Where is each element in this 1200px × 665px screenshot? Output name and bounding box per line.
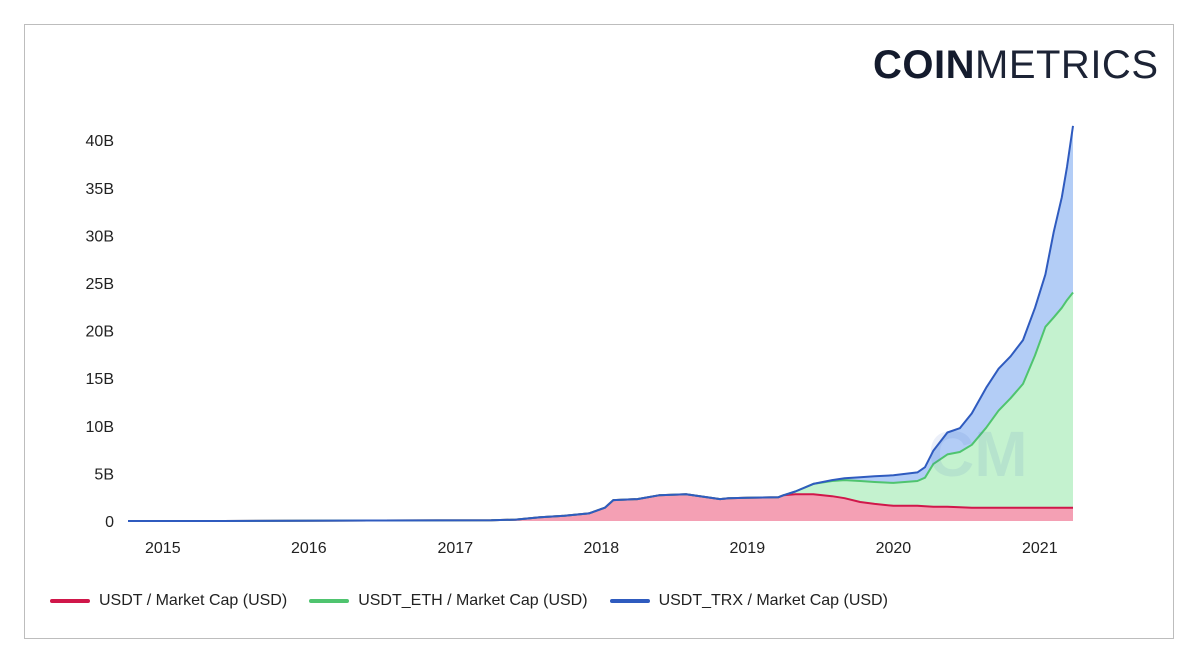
legend-label: USDT_TRX / Market Cap (USD) [658, 592, 888, 609]
legend: USDT / Market Cap (USD) USDT_ETH / Market… [50, 592, 910, 610]
x-tick-label: 2019 [730, 540, 766, 557]
y-tick-label: 20B [86, 324, 114, 341]
y-tick-label: 40B [86, 133, 114, 150]
y-axis-ticks: 0 5B 10B 15B 20B 25B 30B 35B 40B [86, 133, 115, 531]
svg-text:CM: CM [928, 418, 1028, 490]
logo-bold-text: COIN [873, 43, 975, 87]
legend-item-3[interactable]: USDT_TRX / Market Cap (USD) [609, 592, 888, 610]
legend-item-1[interactable]: USDT / Market Cap (USD) [50, 592, 287, 610]
series-lines [128, 125, 1074, 522]
legend-swatch [309, 599, 350, 603]
coinmetrics-logo: COINMETRICS [873, 41, 1159, 89]
legend-label: USDT_ETH / Market Cap (USD) [358, 592, 588, 609]
y-tick-label: 35B [86, 181, 114, 198]
x-tick-label: 2017 [438, 540, 474, 557]
x-axis-ticks: 2015 2016 2017 2018 2019 2020 2021 [145, 540, 1058, 557]
y-tick-label: 15B [86, 371, 114, 388]
chart-frame [24, 24, 1174, 639]
series-line-3 [128, 125, 1074, 522]
y-tick-label: 5B [94, 466, 114, 483]
y-tick-label: 10B [86, 419, 114, 436]
y-tick-label: 30B [86, 228, 114, 245]
x-tick-label: 2016 [291, 540, 327, 557]
x-tick-label: 2020 [876, 540, 912, 557]
legend-swatch [609, 599, 650, 603]
x-tick-label: 2015 [145, 540, 181, 557]
legend-label: USDT / Market Cap (USD) [99, 592, 288, 609]
watermark-logo: CM [928, 418, 1028, 490]
series-areas [128, 125, 1073, 522]
y-tick-label: 25B [86, 276, 114, 293]
series-area-2 [128, 292, 1073, 521]
legend-item-2[interactable]: USDT_ETH / Market Cap (USD) [309, 592, 588, 610]
series-area-1 [128, 494, 1073, 521]
legend-swatch [50, 599, 90, 603]
y-tick-label: 0 [105, 514, 114, 531]
x-tick-label: 2021 [1022, 540, 1058, 557]
x-tick-label: 2018 [584, 540, 620, 557]
logo-light-text: METRICS [975, 43, 1159, 87]
